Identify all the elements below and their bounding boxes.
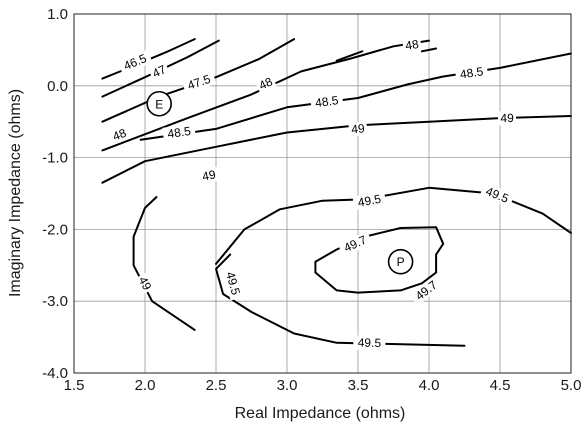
contour-label: 48.5 (167, 124, 192, 141)
x-tick-label: 4.5 (490, 377, 511, 394)
contour-label-group: 48 (108, 124, 131, 145)
contour-label-group: 47 (148, 61, 171, 82)
contour-label-background (134, 272, 156, 295)
marker-circle-p (387, 248, 414, 275)
y-tick-labels: 1.0 0.0 -1.0 -2.0 -3.0 -4.0 (42, 6, 68, 382)
contour-label-background (497, 110, 517, 126)
contour-label-background (310, 92, 344, 111)
contour-label-group: 48.5 (310, 92, 344, 111)
contour-label-group: 49.5 (221, 265, 245, 301)
marker-circle-e (146, 90, 172, 117)
contour-label: 49.5 (223, 270, 243, 297)
y-tick-label: -1.0 (42, 150, 68, 167)
contour-label: 48.5 (314, 93, 339, 110)
contour-label-group: 49.5 (479, 182, 515, 208)
contour-label-background (348, 121, 368, 137)
y-tick-label: 1.0 (47, 6, 68, 23)
contour-label-group: 47.5 (181, 70, 217, 94)
contour-label: 48.5 (459, 64, 485, 81)
contour-label-background (479, 182, 515, 208)
contour-label-background (337, 230, 373, 257)
contour-label-group: 46.5 (117, 49, 153, 75)
contour-label: 48 (404, 37, 420, 53)
contour-label: 48 (257, 74, 275, 92)
contour-label: 48 (111, 126, 129, 144)
marker-label-p: P (397, 255, 405, 269)
contour-label: 47 (150, 62, 168, 81)
contour-dash-48 (335, 50, 364, 62)
contour-label: 49 (136, 274, 155, 293)
contour-label-background (353, 335, 386, 351)
y-tick-label: -3.0 (42, 293, 68, 310)
contour-label-background (409, 275, 444, 306)
marker-label-e: E (155, 97, 163, 111)
contour-label: 49.5 (357, 192, 383, 210)
x-tick-label: 4.0 (419, 377, 440, 394)
x-tick-label: 5.0 (561, 377, 582, 394)
contour-label-group: 49 (497, 110, 517, 126)
contour-label-group: 49.5 (353, 335, 386, 351)
contour-label-background (148, 61, 171, 82)
x-tick-label: 2.5 (206, 377, 227, 394)
x-tick-label: 2.0 (135, 377, 156, 394)
contour-label-background (401, 36, 423, 54)
contour-label-background (352, 190, 387, 211)
contour-label-group: 49 (348, 121, 368, 137)
contour-label-group: 48.5 (162, 123, 196, 142)
contour-line-48 (101, 39, 430, 152)
contour-label-group: 49.5 (352, 190, 387, 211)
contour-label-background (108, 124, 131, 145)
contour-labels: 46.5 47 47.5 48 48 48 48.5 48.5 48.5 49 49 49 49 49.5… (108, 36, 517, 351)
y-tick-label: 0.0 (47, 78, 68, 95)
contour-label-background (254, 73, 277, 94)
markers: EP (146, 90, 414, 275)
contour-label-background (454, 63, 489, 83)
plot-frame (73, 13, 572, 374)
y-tick-label: -2.0 (42, 221, 68, 238)
x-tick-label: 1.5 (64, 377, 85, 394)
contour-line-49-7 (314, 226, 445, 294)
contour-dash-48 (420, 47, 438, 53)
contour-label: 49 (500, 111, 514, 125)
contour-label-group: 48 (254, 73, 277, 94)
x-tick-label: 3.0 (277, 377, 298, 394)
contour-label-background (181, 70, 217, 94)
x-tick-labels: 1.5 2.0 2.5 3.0 3.5 4.0 4.5 5.0 (64, 377, 582, 394)
contour-line-47-5 (101, 38, 296, 123)
contour-label-group: 48 (401, 36, 423, 54)
contour-label-group: 49.7 (337, 230, 373, 257)
contour-label-background (117, 49, 153, 75)
contour-line-48-5 (139, 52, 572, 141)
y-axis-title: Imaginary Impedance (ohms) (7, 89, 24, 297)
contour-label-background (221, 265, 245, 301)
x-axis-title: Real Impedance (ohms) (235, 405, 406, 422)
contour-label-background (162, 123, 196, 142)
contour-label-group: 48.5 (454, 63, 489, 83)
contour-label: 49 (201, 167, 217, 183)
contour-label: 49 (351, 121, 366, 136)
contour-label: 47.5 (186, 72, 213, 93)
contour-label-group: 49 (198, 166, 220, 185)
y-tick-label: -4.0 (42, 365, 68, 382)
contour-label: 49.5 (358, 336, 382, 351)
contour-label-group: 49 (134, 272, 156, 295)
contour-line-49 (101, 115, 572, 184)
contour-line-49 (132, 196, 196, 331)
contour-line-49-5 (215, 253, 466, 347)
contour-label-background (198, 166, 220, 185)
x-tick-label: 3.5 (348, 377, 369, 394)
